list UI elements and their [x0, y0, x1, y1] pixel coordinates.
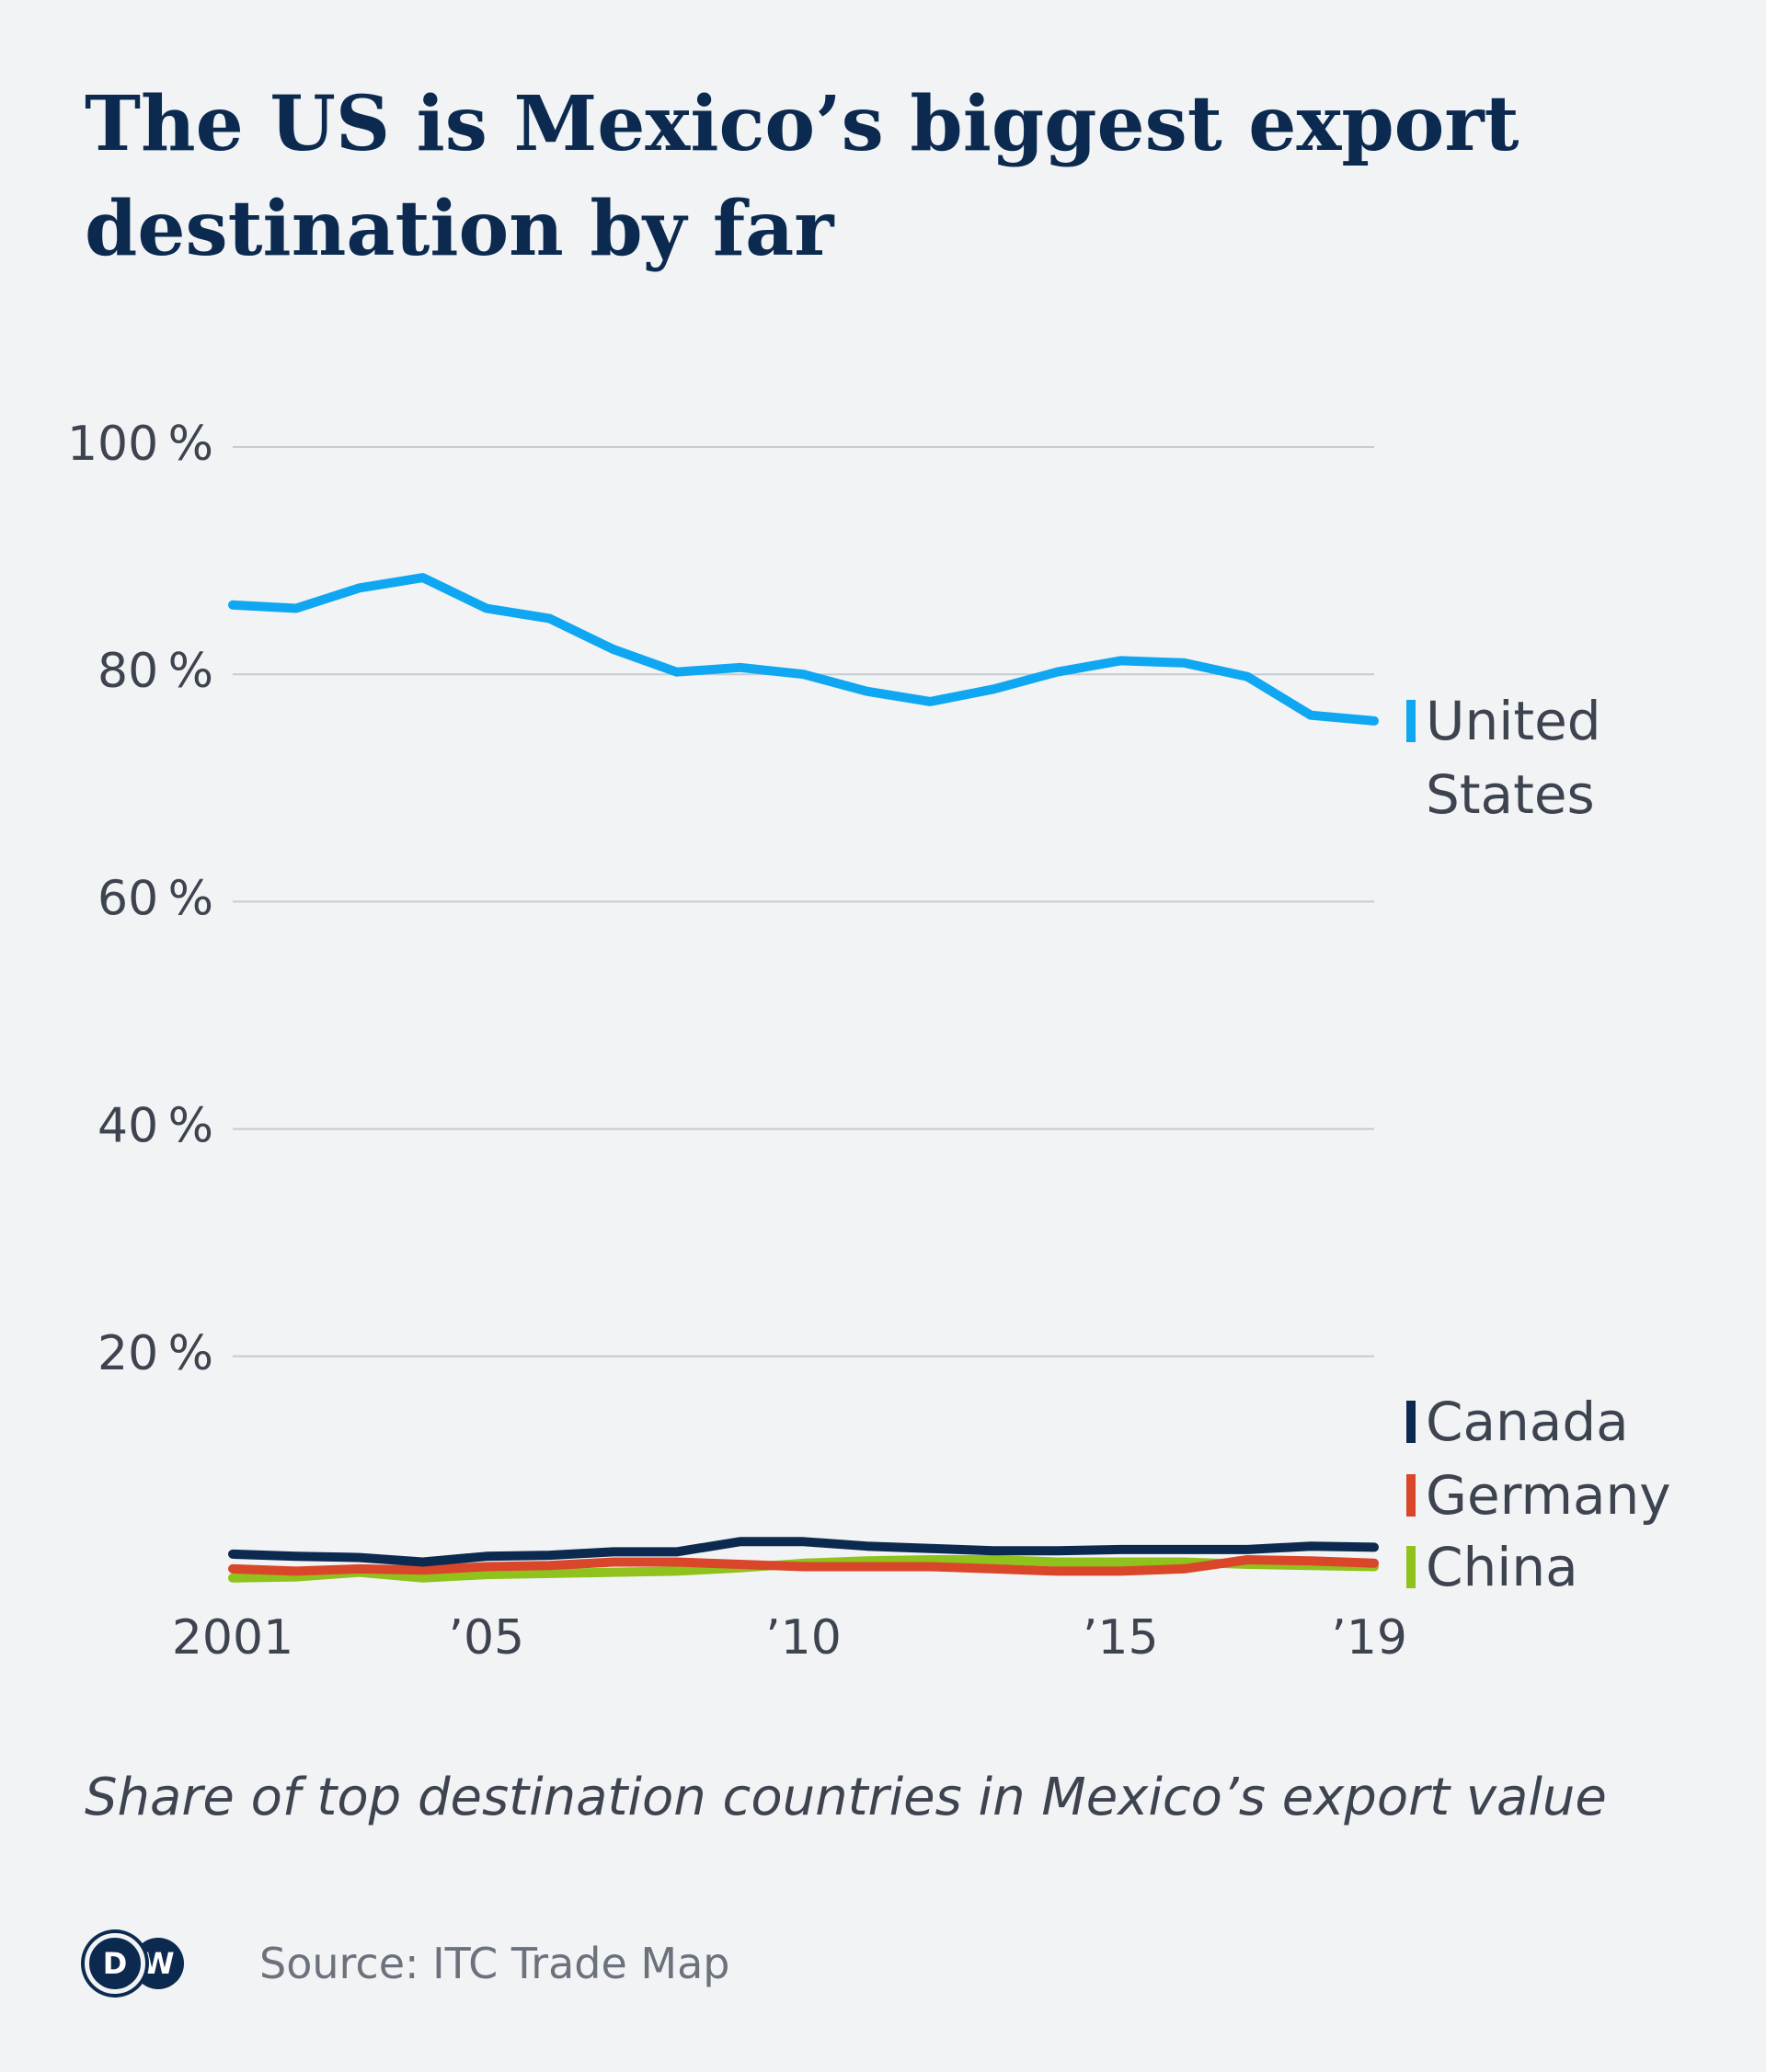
series-lines — [228, 573, 1379, 1583]
x-tick-label: 2001 — [172, 1610, 293, 1666]
legend-swatch-canada — [1406, 1401, 1416, 1443]
legend-swatch-united-states — [1406, 700, 1416, 742]
series-line-germany — [228, 1555, 1379, 1576]
series-line-united-states — [228, 573, 1379, 726]
legend-swatch-germany — [1406, 1474, 1416, 1517]
legend-swatch-china — [1406, 1546, 1416, 1588]
chart-title: The US is Mexico’s biggest export destin… — [85, 80, 1519, 273]
y-tick-label: 60 % — [97, 871, 213, 926]
chart-subtitle: Share of top destination countries in Me… — [85, 1768, 1607, 1827]
x-tick-label: ’19 — [1331, 1610, 1407, 1666]
y-tick-label: 20 % — [97, 1326, 213, 1381]
legend-label-united-states: States — [1426, 763, 1595, 826]
x-tick-label: ’05 — [448, 1610, 524, 1666]
legend-label-germany: Germany — [1426, 1464, 1671, 1527]
dw-logo: D W — [85, 1933, 184, 1994]
legend-label-china: China — [1426, 1536, 1578, 1598]
y-tick-label: 40 % — [97, 1099, 213, 1154]
series-line-canada — [228, 1537, 1379, 1567]
y-axis-ticks: 20 % 40 % 60 % 80 % 100 % — [67, 417, 213, 1381]
gridlines — [233, 446, 1374, 1357]
logo-d-circle: D — [85, 1933, 145, 1994]
legend: China Germany Canada United States — [1406, 690, 1671, 1598]
x-tick-label: ’10 — [765, 1610, 842, 1666]
x-axis-ticks: 2001 ’05 ’10 ’15 ’19 — [172, 1610, 1407, 1666]
line-chart: 20 % 40 % 60 % 80 % 100 % 2001 ’05 ’10 ’15 ’19 C… — [67, 417, 1671, 1666]
legend-label-united-states: United — [1426, 690, 1601, 752]
y-tick-label: 100 % — [67, 417, 213, 472]
y-tick-label: 80 % — [97, 644, 213, 699]
source-note: Source: ITC Trade Map — [259, 1939, 730, 1988]
legend-label-canada: Canada — [1426, 1391, 1629, 1453]
x-tick-label: ’15 — [1083, 1610, 1159, 1666]
